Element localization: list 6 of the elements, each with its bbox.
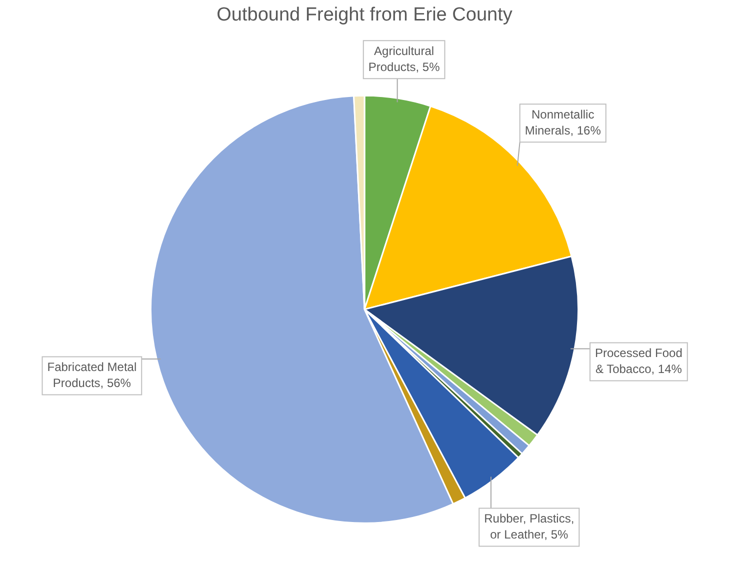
chart-title: Outbound Freight from Erie County xyxy=(216,4,513,26)
slice-label: Nonmetallic Minerals, 16% xyxy=(524,107,602,138)
slice-label: Agricultural Products, 5% xyxy=(368,44,440,74)
slice-label: Rubber, Plastics, or Leather, 5% xyxy=(484,512,574,542)
slice-label: Processed Food & Tobacco, 14% xyxy=(595,346,682,376)
slice-label: Fabricated Metal Products, 56% xyxy=(47,360,137,390)
